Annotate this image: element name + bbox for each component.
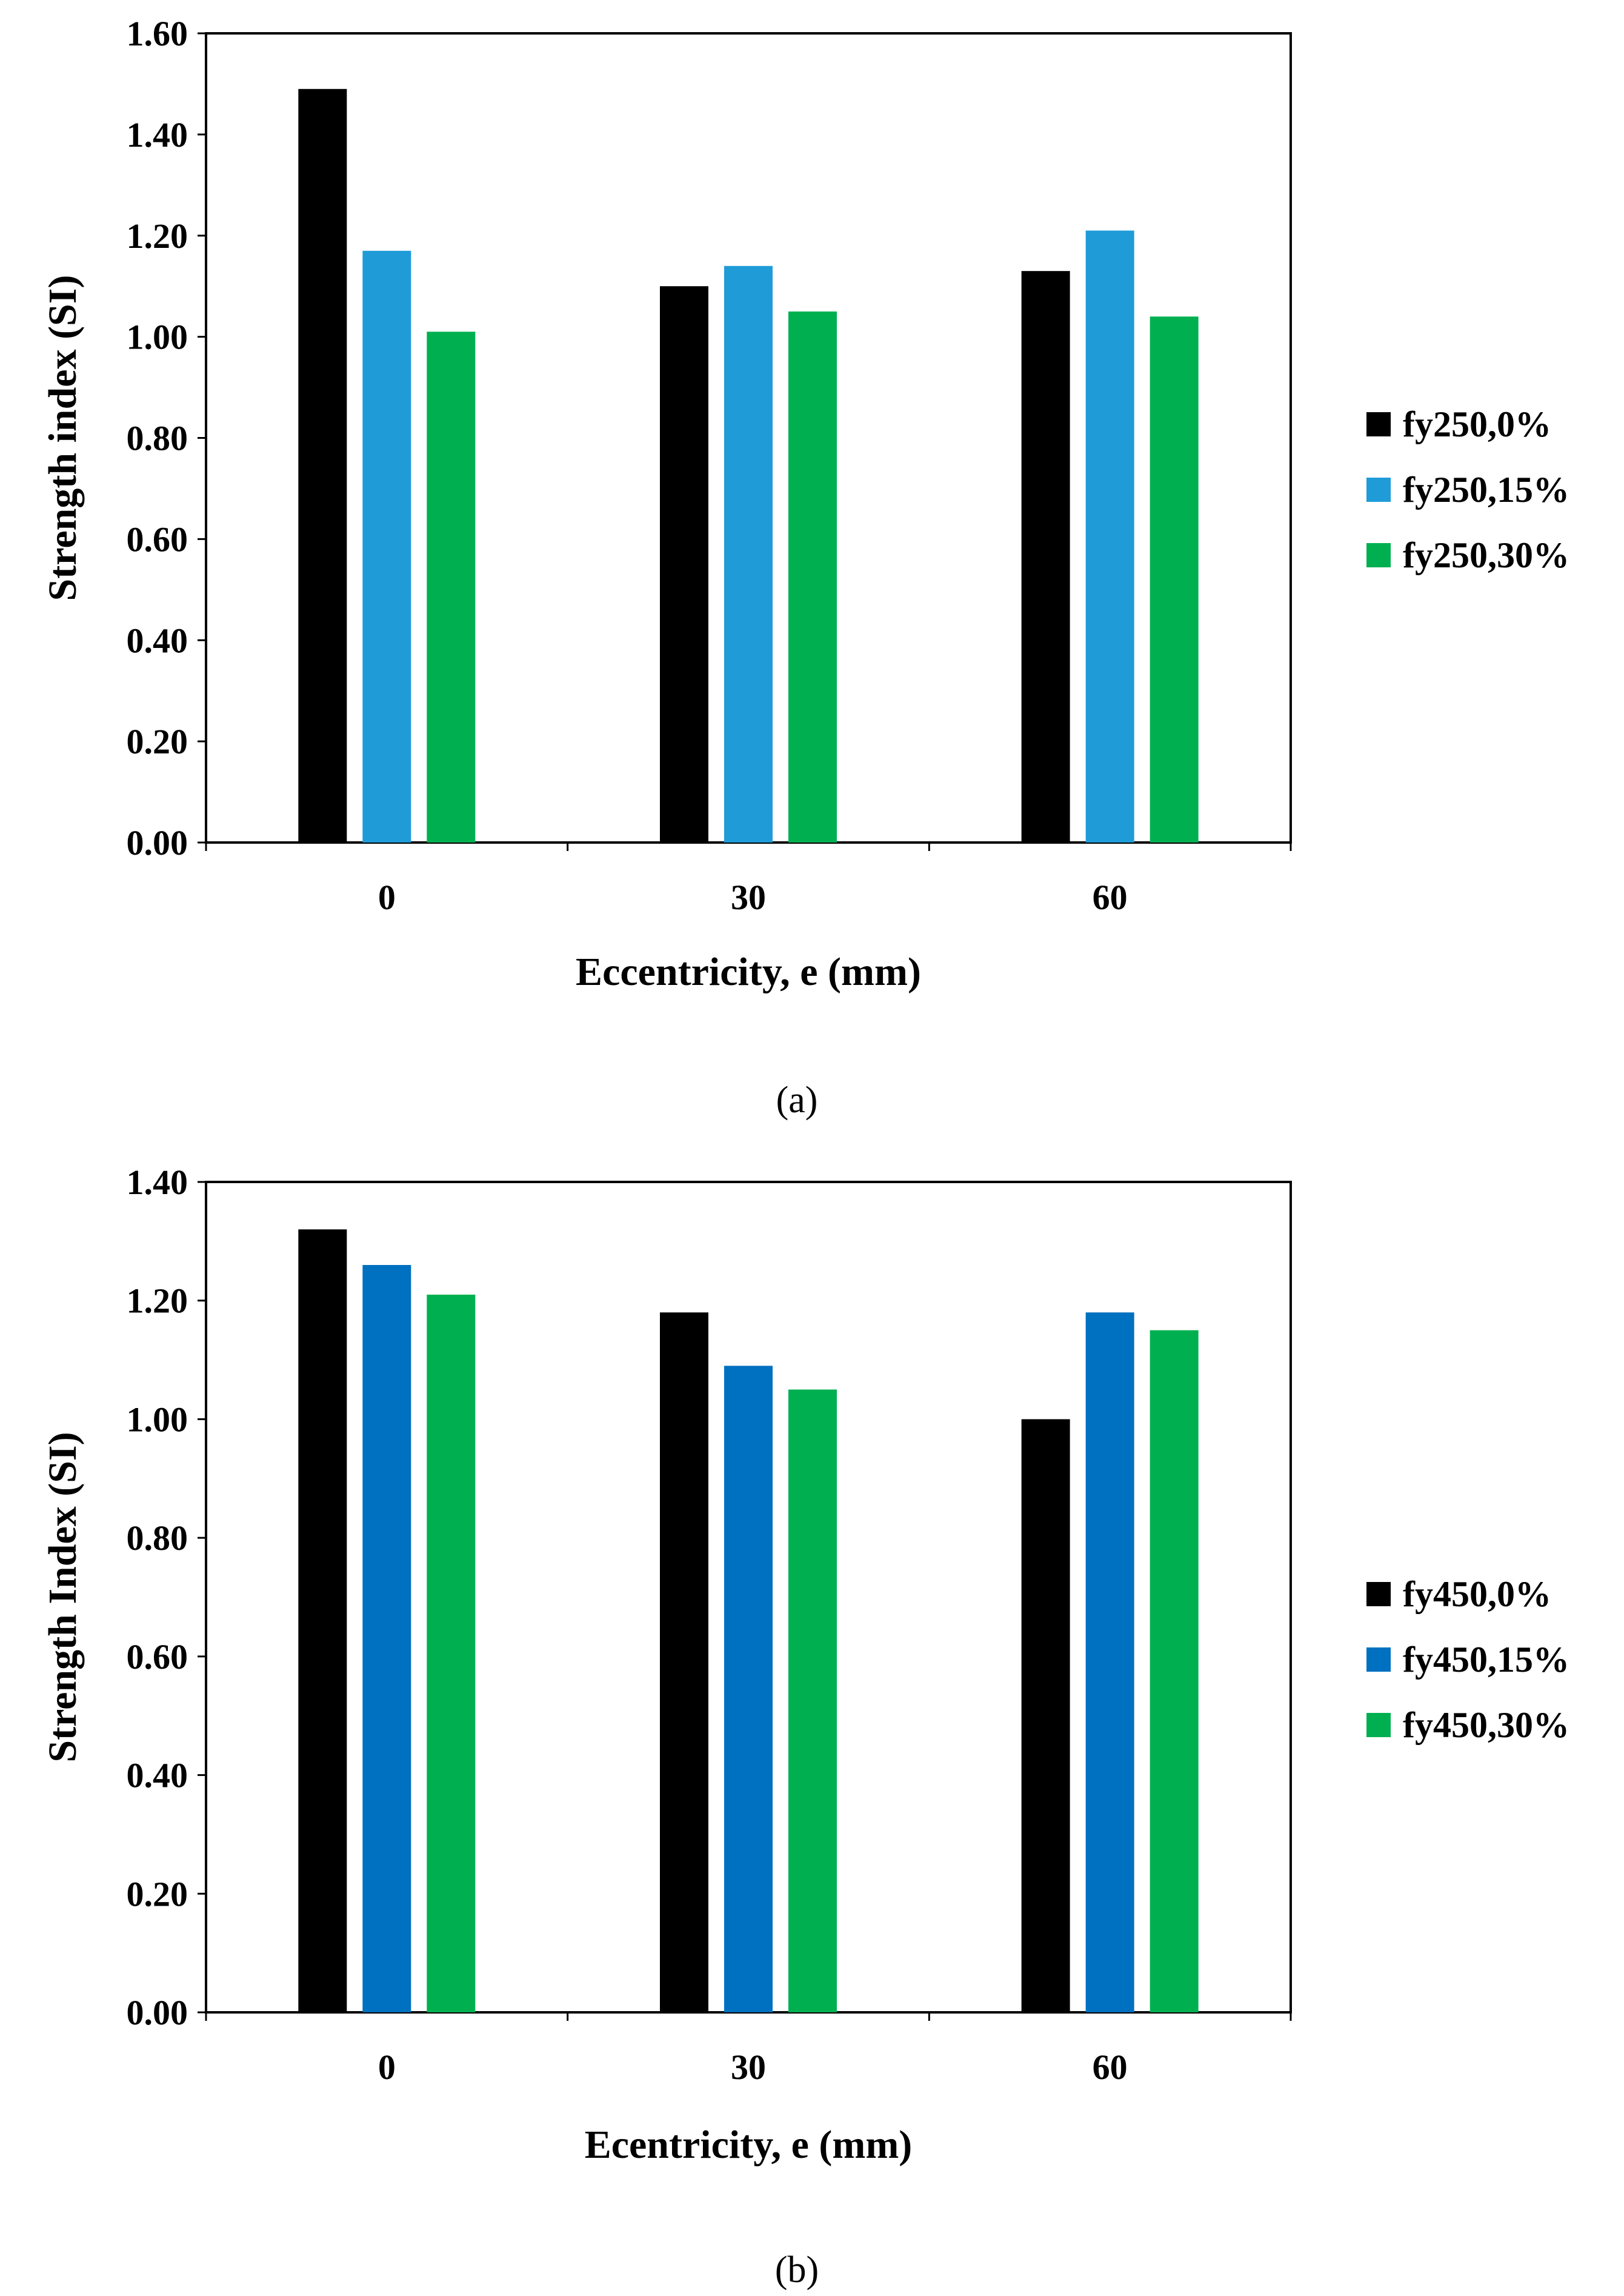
- bar-fy450,15%-0: [362, 1265, 411, 2012]
- bar-fy250,15%-60: [1085, 230, 1134, 843]
- bar-fy250,0%-30: [660, 286, 708, 843]
- y-tick-label: 1.00: [127, 1400, 188, 1439]
- x-tick-label: 30: [731, 878, 766, 917]
- y-tick-label: 1.40: [127, 1163, 188, 1202]
- bar-fy450,30%-0: [427, 1294, 476, 2012]
- legend-label: fy250,30%: [1403, 535, 1569, 575]
- y-tick-label: 0.40: [127, 1756, 188, 1795]
- figure-caption: (b): [775, 2249, 819, 2291]
- bar-fy250,30%-60: [1150, 316, 1199, 843]
- y-tick-label: 0.60: [127, 1637, 188, 1677]
- bar-fy450,30%-60: [1150, 1330, 1199, 2012]
- y-tick-label: 0.80: [127, 419, 188, 458]
- x-tick-label: 60: [1093, 2047, 1128, 2087]
- y-tick-label: 0.40: [127, 621, 188, 660]
- x-tick-label: 0: [378, 878, 396, 917]
- legend-swatch: [1366, 1647, 1391, 1672]
- y-tick-label: 1.20: [127, 216, 188, 256]
- y-tick-label: 1.00: [127, 318, 188, 357]
- y-tick-label: 0.80: [127, 1518, 188, 1558]
- bar-fy450,30%-30: [788, 1389, 837, 2012]
- bar-fy450,0%-60: [1021, 1419, 1070, 2012]
- legend-label: fy450,0%: [1403, 1574, 1551, 1614]
- legend-label: fy450,15%: [1403, 1640, 1569, 1680]
- legend: fy250,0% fy250,15% fy250,30%: [1366, 404, 1569, 575]
- bar-fy450,0%-0: [298, 1229, 347, 2012]
- bar-fy450,15%-30: [724, 1366, 773, 2012]
- y-tick-label: 1.60: [127, 14, 188, 53]
- bar-fy450,15%-60: [1085, 1312, 1134, 2012]
- bar-fy250,15%-30: [724, 265, 773, 843]
- y-tick-label: 0.20: [127, 722, 188, 761]
- y-tick-label: 0.00: [127, 823, 188, 863]
- figure-caption: (a): [776, 1080, 818, 1121]
- x-axis-title: Eccentricity, e (mm): [576, 950, 921, 994]
- y-tick-label: 1.20: [127, 1281, 188, 1321]
- y-axis-title: Strength Index (SI): [41, 1432, 85, 1762]
- legend-swatch: [1366, 478, 1391, 502]
- legend: fy450,0% fy450,15% fy450,30%: [1366, 1574, 1569, 1745]
- y-tick-label: 0.60: [127, 519, 188, 559]
- legend-swatch: [1366, 1713, 1391, 1737]
- bar-fy450,0%-30: [660, 1312, 708, 2012]
- bar-fy250,30%-30: [788, 311, 837, 843]
- x-tick-label: 60: [1093, 878, 1128, 917]
- x-axis-title: Ecentricity, e (mm): [585, 2123, 913, 2167]
- legend-swatch: [1366, 1582, 1391, 1606]
- bar-fy250,0%-0: [298, 88, 347, 843]
- x-tick-label: 30: [731, 2047, 766, 2087]
- bar-fy250,30%-0: [427, 332, 476, 843]
- x-tick-label: 0: [378, 2047, 396, 2087]
- legend-swatch: [1366, 543, 1391, 567]
- y-tick-label: 0.00: [127, 1993, 188, 2032]
- chart-a: 0.00 0.20 0.40 0.60 0.80 1.00 1.20 1.40 1.60 0 30 6…: [41, 14, 1569, 1121]
- legend-swatch: [1366, 412, 1391, 436]
- bar-fy250,15%-0: [362, 250, 411, 843]
- legend-label: fy250,0%: [1403, 404, 1551, 444]
- bar-fy250,0%-60: [1021, 271, 1070, 843]
- legend-label: fy250,15%: [1403, 470, 1569, 510]
- chart-b: 0.00 0.20 0.40 0.60 0.80 1.00 1.20 1.40 0 30 60 Ece…: [41, 1163, 1569, 2291]
- y-tick-label: 1.40: [127, 115, 188, 155]
- y-tick-label: 0.20: [127, 1874, 188, 1914]
- legend-label: fy450,30%: [1403, 1705, 1569, 1745]
- y-axis-title: Strength index (SI): [41, 275, 85, 601]
